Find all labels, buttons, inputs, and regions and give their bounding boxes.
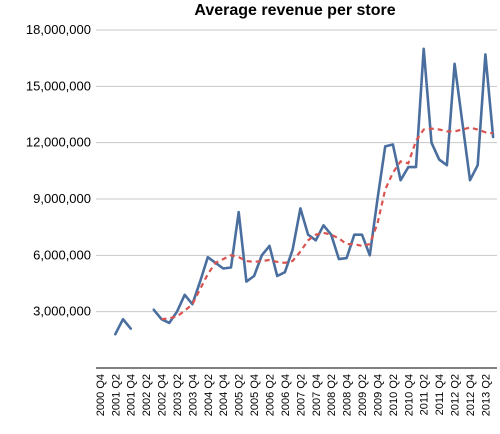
y-tick-labels: 3,000,000 6,000,000 9,000,000 12,000,000 15,… — [26, 22, 91, 319]
y-tick-label: 18,000,000 — [26, 22, 91, 37]
trend-series-line — [161, 126, 494, 321]
x-tick-label: 2009 Q4 — [372, 374, 384, 416]
x-tick-label: 2004 Q2 — [203, 374, 215, 416]
revenue-series-line — [152, 47, 495, 325]
x-tick-label: 2002 Q2 — [141, 374, 153, 416]
x-tick-label: 2005 Q4 — [249, 374, 261, 416]
y-tick-label: 15,000,000 — [26, 78, 91, 93]
x-tick-labels: 2000 Q4 2001 Q2 2001 Q4 2002 Q2 2002 Q4 2003 … — [95, 374, 493, 416]
x-tick-label: 2012 Q4 — [465, 374, 477, 416]
x-tick-label: 2012 Q2 — [450, 374, 462, 416]
x-tick-label: 2008 Q2 — [326, 374, 338, 416]
x-tick-label: 2008 Q4 — [342, 374, 354, 416]
gridlines — [96, 29, 497, 369]
x-tick-label: 2010 Q4 — [403, 374, 415, 416]
revenue-series-line — [114, 317, 132, 336]
x-tick-label: 2006 Q2 — [265, 374, 277, 416]
x-tick-label: 2011 Q4 — [434, 374, 446, 415]
x-tick-label: 2010 Q2 — [388, 374, 400, 416]
x-tick-label: 2004 Q4 — [218, 374, 230, 416]
x-tick-label: 2003 Q4 — [187, 374, 199, 416]
x-tick-label: 2002 Q4 — [157, 374, 169, 416]
chart-title: Average revenue per store — [194, 2, 395, 19]
x-tick-label: 2003 Q2 — [172, 374, 184, 416]
x-tick-label: 2006 Q4 — [280, 374, 292, 416]
x-tick-label: 2009 Q2 — [357, 374, 369, 416]
x-tick-label: 2005 Q2 — [234, 374, 246, 416]
y-tick-label: 6,000,000 — [33, 247, 91, 262]
y-tick-label: 9,000,000 — [33, 191, 91, 206]
x-tick-label: 2007 Q2 — [295, 374, 307, 416]
y-tick-label: 12,000,000 — [26, 135, 91, 150]
x-tick-label: 2001 Q2 — [110, 374, 122, 416]
x-tick-label: 2007 Q4 — [311, 374, 323, 416]
x-tick-label: 2011 Q2 — [419, 374, 431, 415]
x-tick-label: 2001 Q4 — [126, 374, 138, 416]
y-tick-label: 3,000,000 — [33, 304, 91, 319]
x-tick-label: 2013 Q2 — [480, 374, 492, 416]
series-lines — [114, 47, 495, 336]
x-tick-label: 2000 Q4 — [95, 374, 107, 416]
